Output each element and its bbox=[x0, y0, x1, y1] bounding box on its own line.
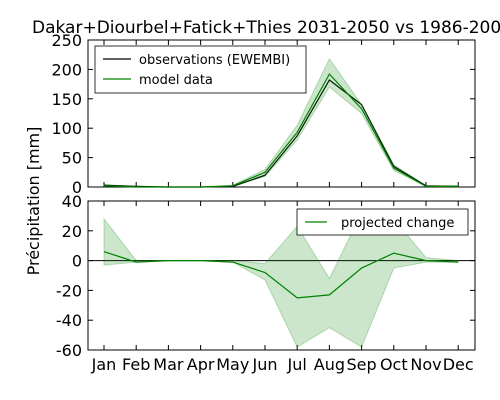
legend-label: observations (EWEMBI) bbox=[139, 53, 290, 68]
legend-box bbox=[94, 45, 307, 94]
legend-label: projected change bbox=[341, 216, 454, 231]
x-tick-label: Jun bbox=[252, 355, 278, 374]
x-tick-label: May bbox=[216, 355, 249, 374]
y-tick-label: 250 bbox=[51, 31, 82, 50]
y-tick-label: 100 bbox=[51, 119, 82, 138]
y-tick-label: 150 bbox=[51, 90, 82, 109]
series-line bbox=[103, 73, 459, 188]
y-tick-label: 40 bbox=[62, 192, 82, 211]
x-tick-label: Sep bbox=[347, 355, 377, 374]
y-tick-label: -20 bbox=[56, 281, 82, 300]
x-tick-label: Aug bbox=[314, 355, 345, 374]
y-tick-label: 200 bbox=[51, 60, 82, 79]
y-tick-label: -60 bbox=[56, 341, 82, 360]
x-tick-label: Dec bbox=[443, 355, 474, 374]
x-tick-label: Oct bbox=[380, 355, 408, 374]
x-tick-label: Nov bbox=[410, 355, 441, 374]
plot-frame bbox=[87, 39, 476, 188]
y-tick-label: 20 bbox=[62, 222, 82, 241]
chart-title: Dakar+Diourbel+Fatick+Thies 2031-2050 vs… bbox=[32, 18, 500, 38]
y-tick-label: 0 bbox=[72, 178, 82, 197]
x-tick-label: Jan bbox=[91, 355, 117, 374]
legend-label: model data bbox=[139, 73, 213, 88]
y-tick-label: 0 bbox=[72, 252, 82, 271]
y-tick-label: 50 bbox=[62, 149, 82, 168]
top-panel: 0 50 100 150 200 250 observations (EWEMBI) mode… bbox=[51, 31, 476, 197]
bottom-panel: -60 -40 -20 0 20 40 Jan Feb Mar Apr May Jun Jul Aug Se… bbox=[56, 192, 476, 374]
series-line bbox=[103, 79, 459, 188]
x-tick-label: Apr bbox=[187, 355, 215, 374]
plot-frame bbox=[87, 200, 476, 351]
y-axis-label: Précipitation [mm] bbox=[24, 127, 43, 276]
x-tick-label: Jul bbox=[287, 355, 307, 374]
x-tick-label: Mar bbox=[153, 355, 184, 374]
x-tick-label: Feb bbox=[122, 355, 150, 374]
series-line bbox=[103, 251, 459, 299]
y-tick-label: -40 bbox=[56, 311, 82, 330]
